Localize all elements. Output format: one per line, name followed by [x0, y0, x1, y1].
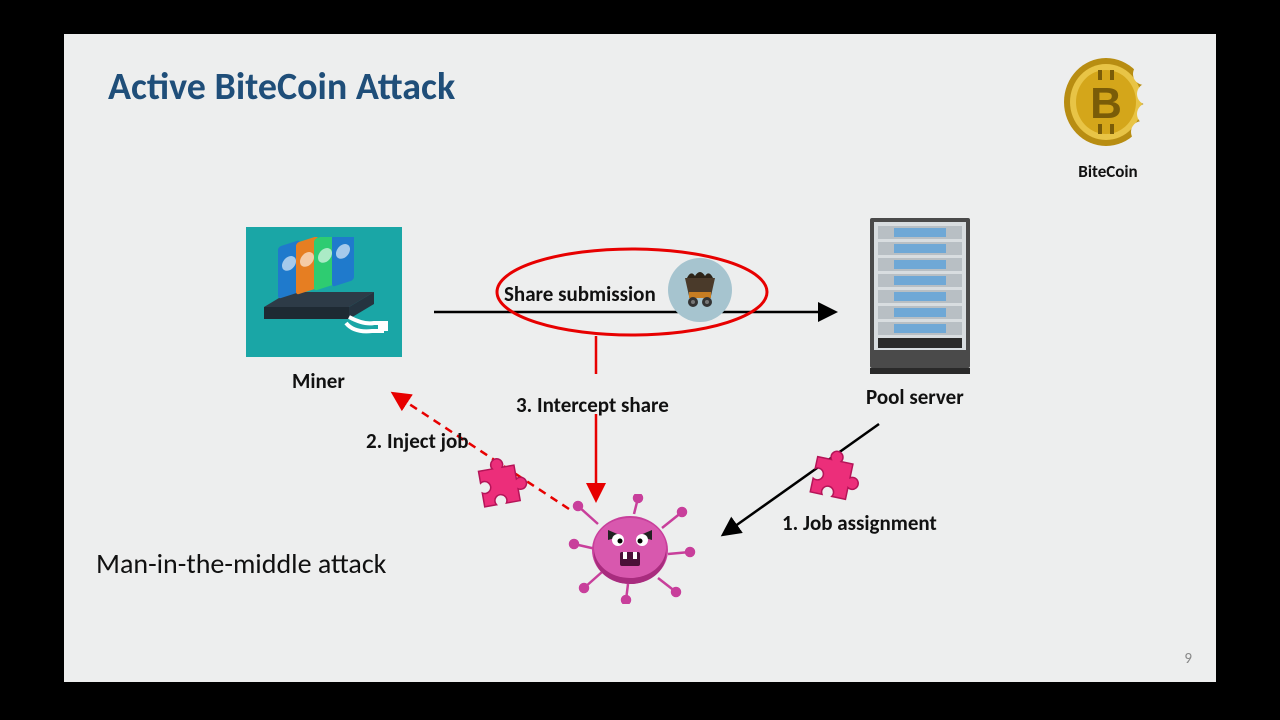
puzzle-piece-icon [464, 449, 534, 519]
share-submission-label: Share submission [504, 281, 656, 307]
step2-label: 2. Inject job [366, 428, 469, 454]
step3-label: 3. Intercept share [516, 392, 669, 418]
slide: Active BiteCoin Attack B [64, 34, 1216, 682]
mining-cart-icon [668, 258, 732, 322]
malware-bug-icon [568, 494, 698, 604]
subtitle: Man-in-the-middle attack [96, 546, 386, 581]
page-number: 9 [1184, 650, 1192, 668]
puzzle-piece-icon [796, 440, 867, 511]
step1-label: 1. Job assignment [782, 510, 937, 536]
